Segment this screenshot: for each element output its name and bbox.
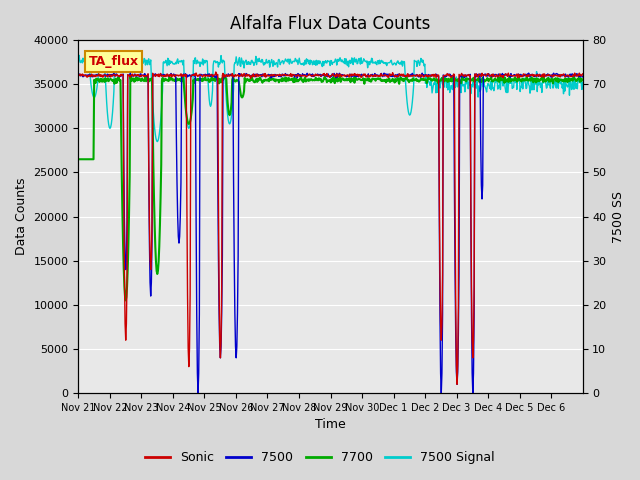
- X-axis label: Time: Time: [315, 419, 346, 432]
- Title: Alfalfa Flux Data Counts: Alfalfa Flux Data Counts: [230, 15, 431, 33]
- Legend: Sonic, 7500, 7700, 7500 Signal: Sonic, 7500, 7700, 7500 Signal: [140, 446, 500, 469]
- Y-axis label: 7500 SS: 7500 SS: [612, 191, 625, 242]
- Y-axis label: Data Counts: Data Counts: [15, 178, 28, 255]
- Text: TA_flux: TA_flux: [88, 55, 139, 68]
